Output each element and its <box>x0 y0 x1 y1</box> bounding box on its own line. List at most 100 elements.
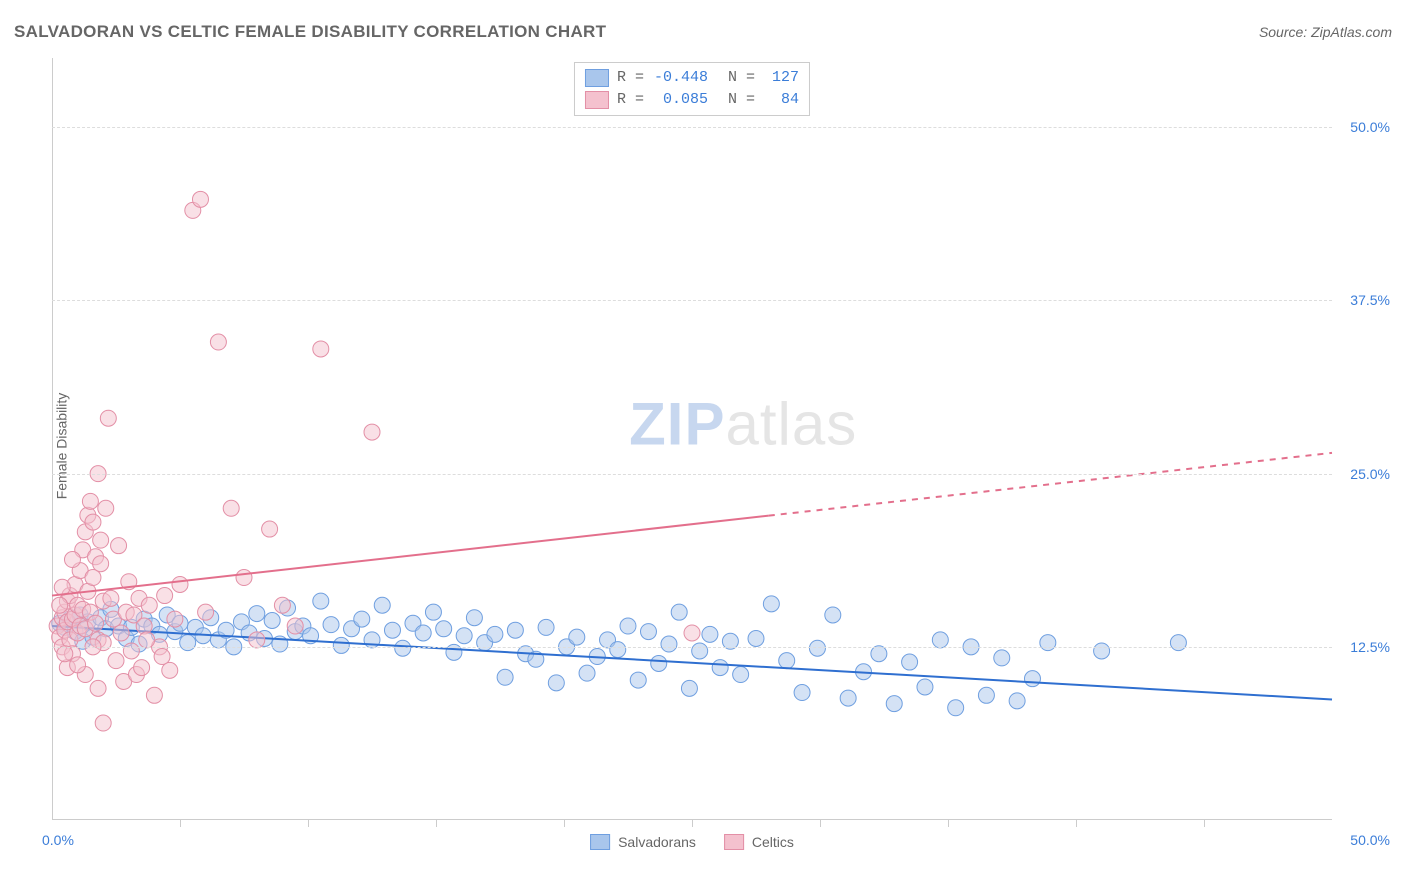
legend-swatch <box>724 834 744 850</box>
data-point <box>871 646 887 662</box>
data-point <box>146 687 162 703</box>
gridline <box>52 474 1332 475</box>
data-point <box>180 635 196 651</box>
data-point <box>134 660 150 676</box>
data-point <box>661 636 677 652</box>
data-point <box>154 649 170 665</box>
data-point <box>108 653 124 669</box>
data-point <box>466 610 482 626</box>
gridline <box>52 647 1332 648</box>
data-point <box>948 700 964 716</box>
data-point <box>497 669 513 685</box>
legend-n-value: 127 <box>763 67 799 89</box>
data-point <box>456 628 472 644</box>
x-tick <box>1204 820 1205 827</box>
gridline <box>52 127 1332 128</box>
data-point <box>249 632 265 648</box>
data-point <box>98 500 114 516</box>
data-point <box>198 604 214 620</box>
data-point <box>249 606 265 622</box>
chart-source: Source: ZipAtlas.com <box>1259 24 1392 40</box>
data-point <box>210 334 226 350</box>
data-point <box>692 643 708 659</box>
data-point <box>374 597 390 613</box>
data-point <box>223 500 239 516</box>
legend-row: R =-0.448N =127 <box>585 67 799 89</box>
x-tick <box>436 820 437 827</box>
data-point <box>702 626 718 642</box>
data-point <box>274 597 290 613</box>
legend-label: Salvadorans <box>618 834 696 850</box>
data-point <box>902 654 918 670</box>
data-point <box>57 646 73 662</box>
data-point <box>93 532 109 548</box>
data-point <box>1009 693 1025 709</box>
data-point <box>681 680 697 696</box>
data-point <box>139 632 155 648</box>
data-point <box>172 576 188 592</box>
data-point <box>538 619 554 635</box>
y-tick-label: 50.0% <box>1350 119 1390 135</box>
data-point <box>932 632 948 648</box>
data-point <box>733 667 749 683</box>
data-point <box>886 696 902 712</box>
data-point <box>436 621 452 637</box>
legend-series: Salvadorans Celtics <box>590 834 794 850</box>
data-point <box>157 588 173 604</box>
data-point <box>1170 635 1186 651</box>
data-point <box>994 650 1010 666</box>
chart-header: SALVADORAN VS CELTIC FEMALE DISABILITY C… <box>14 22 1392 42</box>
legend-item: Celtics <box>724 834 794 850</box>
x-tick <box>1076 820 1077 827</box>
x-tick <box>308 820 309 827</box>
data-point <box>794 685 810 701</box>
data-point <box>236 570 252 586</box>
data-point <box>620 618 636 634</box>
data-point <box>111 538 127 554</box>
data-point <box>95 715 111 731</box>
data-point <box>825 607 841 623</box>
data-point <box>113 625 129 641</box>
legend-n-label: N = <box>728 89 755 111</box>
data-point <box>415 625 431 641</box>
data-point <box>90 680 106 696</box>
data-point <box>425 604 441 620</box>
data-point <box>82 493 98 509</box>
data-point <box>763 596 779 612</box>
x-tick <box>180 820 181 827</box>
data-point <box>569 629 585 645</box>
data-point <box>88 615 104 631</box>
y-tick-label: 25.0% <box>1350 466 1390 482</box>
legend-swatch <box>590 834 610 850</box>
data-point <box>354 611 370 627</box>
data-point <box>136 618 152 634</box>
data-point <box>651 655 667 671</box>
legend-correlation: R =-0.448N =127R =0.085N =84 <box>574 62 810 116</box>
data-point <box>487 626 503 642</box>
legend-r-label: R = <box>617 67 644 89</box>
data-point <box>630 672 646 688</box>
data-point <box>162 662 178 678</box>
data-point <box>1040 635 1056 651</box>
data-point <box>70 657 86 673</box>
data-point <box>917 679 933 695</box>
x-tick <box>692 820 693 827</box>
data-point <box>64 552 80 568</box>
data-point <box>100 410 116 426</box>
trend-line <box>52 516 769 596</box>
data-point <box>52 597 68 613</box>
data-point <box>610 642 626 658</box>
data-point <box>640 624 656 640</box>
legend-item: Salvadorans <box>590 834 696 850</box>
data-point <box>287 618 303 634</box>
gridline <box>52 300 1332 301</box>
data-point <box>671 604 687 620</box>
data-point <box>123 643 139 659</box>
data-point <box>384 622 400 638</box>
data-point <box>712 660 728 676</box>
legend-r-value: 0.085 <box>652 89 708 111</box>
data-point <box>548 675 564 691</box>
data-point <box>85 514 101 530</box>
data-point <box>264 612 280 628</box>
data-point <box>93 556 109 572</box>
